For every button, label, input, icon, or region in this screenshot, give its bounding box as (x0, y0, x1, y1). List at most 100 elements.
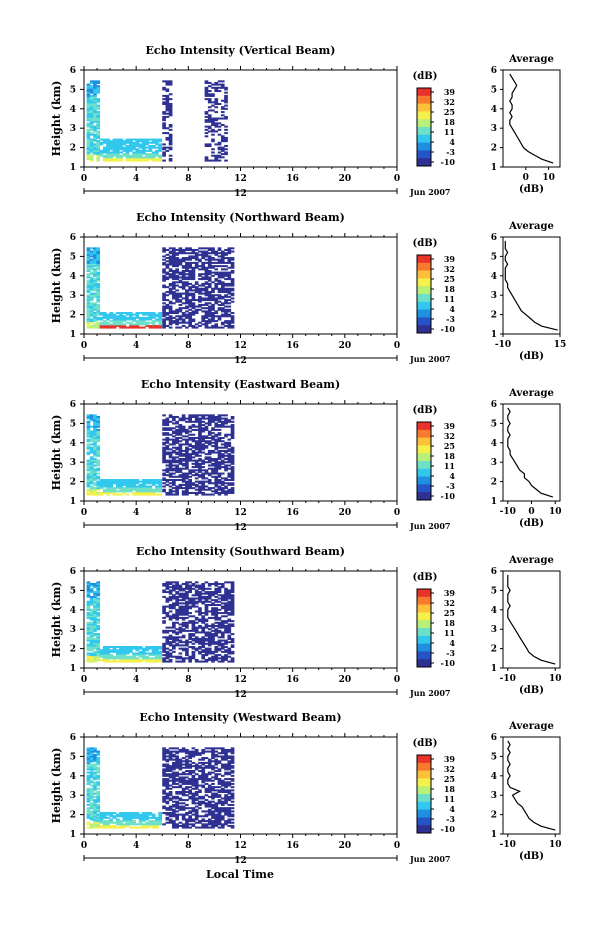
heatmap-cell (227, 456, 232, 459)
heatmap-cell (185, 252, 189, 255)
heatmap-cell (185, 441, 189, 444)
heatmap-cell (86, 428, 91, 431)
heatmap-cell (207, 812, 212, 815)
heatmap-cell (204, 599, 209, 602)
heatmap-cell (194, 491, 199, 494)
heatmap-cell (168, 154, 173, 157)
heatmap-cell (214, 258, 219, 261)
heatmap-cell (119, 148, 123, 151)
heatmap-cell (102, 323, 107, 326)
panel-title: Echo Intensity (Vertical Beam) (145, 44, 335, 57)
heatmap-cell (168, 274, 173, 277)
heatmap-cell (168, 807, 173, 810)
heatmap-cell (224, 140, 228, 143)
heatmap-cell (132, 153, 136, 156)
heatmap-cell (224, 287, 228, 290)
heatmap-cell (148, 318, 153, 321)
heatmap-cell (181, 636, 186, 639)
heatmap-cell (220, 650, 225, 653)
heatmap-cell (138, 655, 143, 658)
heatmap-cell (158, 154, 162, 157)
heatmap-cell (220, 657, 225, 660)
heatmap-cell (86, 475, 91, 478)
heatmap-cell (96, 299, 101, 302)
heatmap-cell (112, 159, 117, 162)
heatmap-cell (172, 432, 176, 435)
heatmap-cell (207, 808, 212, 811)
heatmap-cell (155, 490, 159, 493)
heatmap-cell (178, 462, 183, 465)
colorbar-tick-label: 39 (444, 254, 456, 264)
heatmap-cell (227, 491, 232, 494)
heatmap-cell (175, 261, 179, 264)
heatmap-cell (178, 299, 183, 302)
heatmap-cell (181, 425, 186, 428)
heatmap-cell (178, 612, 183, 615)
heatmap-cell (165, 101, 170, 104)
heatmap-cell (89, 252, 94, 255)
heatmap-cell (198, 449, 202, 452)
heatmap-cell (119, 826, 123, 829)
heatmap-cell (204, 159, 209, 162)
heatmap-cell (217, 456, 222, 459)
heatmap-cell (128, 658, 133, 661)
heatmap-cell (89, 490, 94, 493)
plot-frame (83, 69, 398, 168)
heatmap-cell (86, 615, 91, 618)
heatmap-cell (188, 485, 192, 488)
heatmap-cell (230, 624, 235, 628)
heatmap-cell (230, 469, 235, 472)
heatmap-cell (224, 461, 228, 464)
heatmap-cell (93, 603, 97, 606)
heatmap-cell (211, 755, 215, 758)
heatmap-cell (86, 474, 91, 477)
heatmap-cell (211, 261, 215, 264)
heatmap-cell (128, 487, 133, 490)
heatmap-cell (96, 620, 101, 623)
heatmap-cell (198, 778, 202, 781)
heatmap-cell (194, 660, 199, 663)
heatmap-cell (165, 115, 170, 118)
heatmap-cell (155, 485, 159, 488)
heatmap-cell (185, 456, 189, 459)
heatmap-cell (96, 813, 101, 816)
heatmap-cell (135, 652, 140, 655)
heatmap-cell (135, 646, 140, 649)
heatmap-cell (191, 813, 196, 816)
heatmap-cell (162, 457, 166, 461)
heatmap-cell (204, 91, 209, 94)
average-x-tick-label: 0 (523, 173, 529, 183)
heatmap-cell (96, 776, 101, 779)
heatmap-cell (230, 483, 235, 486)
heatmap-cell (181, 457, 186, 461)
heatmap-cell (201, 485, 206, 488)
heatmap-cell (168, 652, 173, 655)
heatmap-cell (165, 626, 170, 629)
heatmap-cell (188, 475, 192, 478)
heatmap-cell (165, 760, 170, 763)
heatmap-cell (214, 654, 219, 657)
heatmap-cell (86, 310, 91, 313)
heatmap-cell (132, 146, 136, 149)
heatmap-cell (128, 324, 133, 327)
heatmap-cell (96, 273, 101, 276)
heatmap-cell (89, 276, 94, 279)
heatmap-cell (224, 305, 228, 308)
heatmap-cell (99, 138, 104, 141)
heatmap-cell (178, 483, 183, 486)
heatmap-cell (119, 649, 123, 652)
heatmap-cell (155, 647, 159, 650)
heatmap-cell (188, 278, 192, 281)
heatmap-cell (96, 781, 101, 784)
heatmap-cell (227, 636, 232, 639)
heatmap-cell (142, 149, 146, 152)
heatmap-cell (230, 250, 235, 253)
heatmap-cell (165, 493, 170, 496)
heatmap-cell (175, 318, 179, 321)
heatmap-cell (227, 261, 232, 264)
heatmap-cell (168, 323, 173, 326)
heatmap-cell (93, 143, 97, 146)
heatmap-cell (185, 769, 189, 772)
average-profile-line (509, 73, 554, 164)
average-y-tick-label: 2 (491, 311, 497, 321)
